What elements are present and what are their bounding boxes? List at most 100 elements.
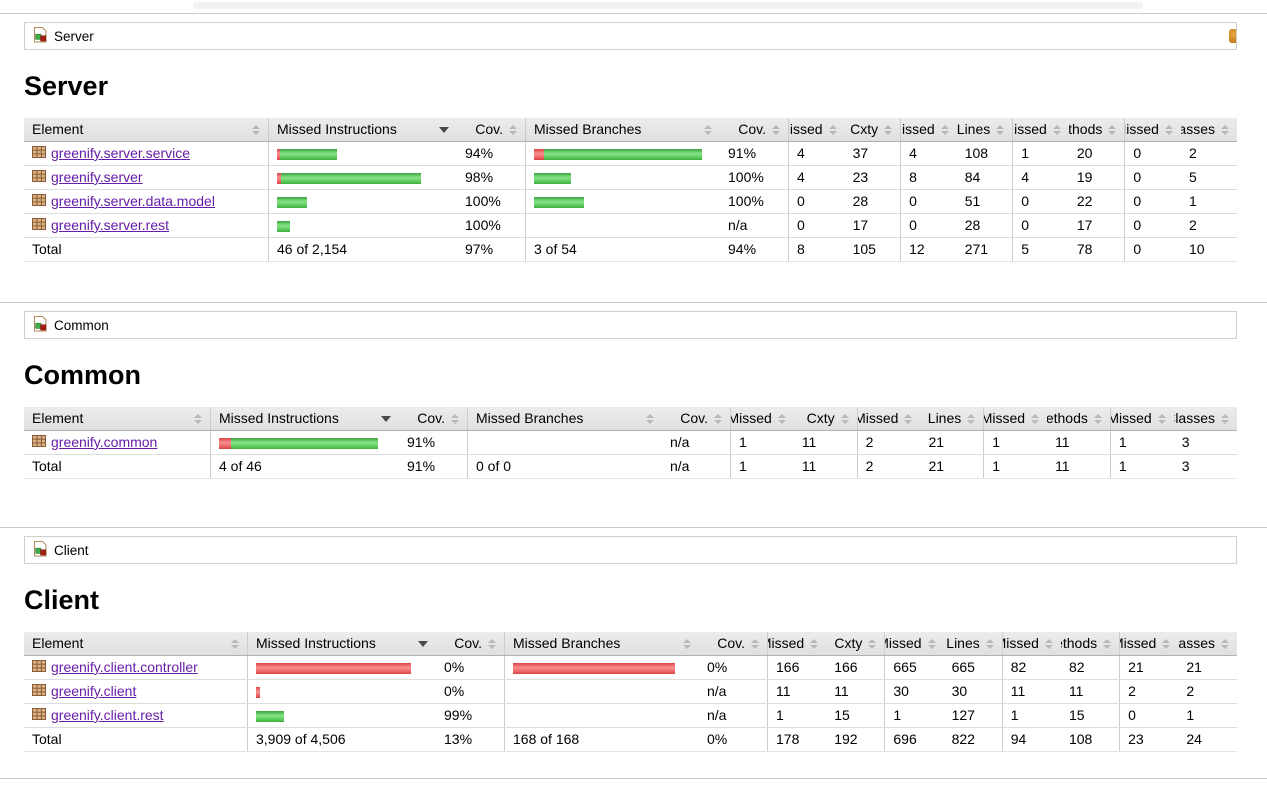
column-label: Methods <box>1061 635 1098 651</box>
column-header-missed-branches[interactable]: Missed Branches <box>525 118 720 142</box>
missed-cxty: 1 <box>767 703 827 728</box>
column-label: Element <box>32 121 84 137</box>
column-header-element[interactable]: Element <box>24 407 211 431</box>
total-missed-methods: 5 <box>1012 237 1069 262</box>
column-header-missed-lines[interactable]: Missed <box>856 407 921 431</box>
column-header-missed-methods[interactable]: Missed <box>1001 632 1061 656</box>
column-header-cxty[interactable]: Cxty <box>844 118 901 142</box>
column-header-missed-cxty[interactable]: Missed <box>787 118 845 142</box>
column-header-missed-cxty[interactable]: Missed <box>729 407 794 431</box>
column-header-methods[interactable]: Methods <box>1060 632 1120 656</box>
total-classes: 24 <box>1178 727 1237 752</box>
branches-coverage-value: n/a <box>699 679 768 704</box>
column-header-cov-instructions[interactable]: Cov. <box>436 632 505 656</box>
column-header-cov-instructions[interactable]: Cov. <box>399 407 468 431</box>
column-header-cov-branches[interactable]: Cov. <box>662 407 731 431</box>
total-cxty: 192 <box>826 727 885 752</box>
column-header-missed-classes[interactable]: Missed <box>1119 632 1179 656</box>
sort-icon <box>451 413 459 424</box>
column-header-missed-instructions[interactable]: Missed Instructions <box>268 118 457 142</box>
instructions-coverage-bar <box>277 172 421 184</box>
missed-methods: 82 <box>1001 655 1061 680</box>
missed-classes: 0 <box>1124 189 1181 214</box>
column-header-lines[interactable]: Lines <box>943 632 1003 656</box>
column-header-cxty[interactable]: Cxty <box>826 632 885 656</box>
lines: 21 <box>920 430 984 455</box>
column-header-missed-instructions[interactable]: Missed Instructions <box>247 632 436 656</box>
column-header-missed-methods[interactable]: Missed <box>1012 118 1069 142</box>
package-link[interactable]: greenify.client <box>51 683 137 699</box>
column-header-missed-cxty[interactable]: Missed <box>767 632 827 656</box>
missed-classes: 0 <box>1124 213 1181 238</box>
branches-coverage-value: n/a <box>699 703 768 728</box>
column-header-cov-branches[interactable]: Cov. <box>699 632 768 656</box>
table-total-row: Total 46 of 2,154 97% 3 of 54 94% 8 105 … <box>24 237 1237 262</box>
column-header-missed-instructions[interactable]: Missed Instructions <box>210 407 399 431</box>
lines: 127 <box>943 703 1003 728</box>
column-label: Missed <box>1014 121 1047 137</box>
column-header-lines[interactable]: Lines <box>956 118 1013 142</box>
column-header-missed-branches[interactable]: Missed Branches <box>467 407 662 431</box>
column-header-cov-branches[interactable]: Cov. <box>720 118 789 142</box>
column-label: Classes <box>1178 635 1215 651</box>
cxty: 11 <box>793 430 858 455</box>
section-divider <box>0 527 1267 528</box>
instructions-coverage-value: 0% <box>436 679 505 704</box>
scrolled-content-strip <box>193 2 1143 9</box>
column-label: Missed Instructions <box>219 410 339 426</box>
sort-icon <box>252 124 260 135</box>
total-methods: 78 <box>1068 237 1125 262</box>
column-header-classes[interactable]: Classes <box>1178 632 1237 656</box>
section-divider <box>0 302 1267 303</box>
column-header-missed-classes[interactable]: Missed <box>1124 118 1181 142</box>
column-header-missed-lines[interactable]: Missed <box>884 632 944 656</box>
cxty: 37 <box>844 141 901 166</box>
column-label: Lines <box>927 410 962 426</box>
table-total-row: Total 4 of 46 91% 0 of 0 n/a 1 11 2 21 1… <box>24 454 1237 479</box>
package-link[interactable]: greenify.server.service <box>51 145 191 161</box>
sort-icon <box>1221 638 1229 649</box>
total-branches-cov: 0% <box>699 727 768 752</box>
sort-icon <box>714 413 722 424</box>
column-header-missed-branches[interactable]: Missed Branches <box>504 632 699 656</box>
column-header-classes[interactable]: Classes <box>1180 118 1237 142</box>
breadcrumb: Client <box>24 536 1237 564</box>
column-header-classes[interactable]: Classes <box>1173 407 1237 431</box>
table-header-row: Element Missed Instructions Cov. Missed … <box>24 632 1237 656</box>
sort-icon <box>683 638 691 649</box>
total-instructions-cov: 91% <box>399 454 468 479</box>
column-header-element[interactable]: Element <box>24 632 248 656</box>
package-link[interactable]: greenify.common <box>51 434 158 450</box>
package-link[interactable]: greenify.server <box>51 169 143 185</box>
package-link[interactable]: greenify.client.controller <box>51 659 198 675</box>
classes: 2 <box>1180 141 1237 166</box>
column-label: Element <box>32 635 84 651</box>
branches-coverage-bar <box>534 148 702 160</box>
sort-icon <box>927 638 936 649</box>
column-header-cov-instructions[interactable]: Cov. <box>457 118 526 142</box>
column-header-missed-lines[interactable]: Missed <box>900 118 957 142</box>
missed-lines: 665 <box>884 655 944 680</box>
package-link[interactable]: greenify.server.data.model <box>51 193 215 209</box>
column-header-methods[interactable]: Methods <box>1068 118 1125 142</box>
column-header-lines[interactable]: Lines <box>920 407 984 431</box>
sort-icon <box>1164 124 1173 135</box>
instructions-coverage-value: 0% <box>436 655 505 680</box>
package-icon <box>32 707 46 724</box>
column-header-missed-methods[interactable]: Missed <box>983 407 1048 431</box>
total-missed-classes: 0 <box>1124 237 1181 262</box>
column-header-missed-classes[interactable]: Missed <box>1109 407 1174 431</box>
column-header-methods[interactable]: Methods <box>1047 407 1111 431</box>
column-label: Methods <box>1047 410 1088 426</box>
total-missed-cxty: 1 <box>729 454 794 479</box>
column-header-element[interactable]: Element <box>24 118 269 142</box>
package-icon <box>32 434 46 451</box>
package-link[interactable]: greenify.server.rest <box>51 217 170 233</box>
total-branches-cov: n/a <box>662 454 731 479</box>
package-link[interactable]: greenify.client.rest <box>51 707 164 723</box>
group-report-icon <box>33 26 47 46</box>
instructions-coverage-bar <box>219 437 378 449</box>
sessions-icon[interactable] <box>1229 29 1236 43</box>
missed-methods: 1 <box>1001 703 1061 728</box>
column-header-cxty[interactable]: Cxty <box>793 407 858 431</box>
